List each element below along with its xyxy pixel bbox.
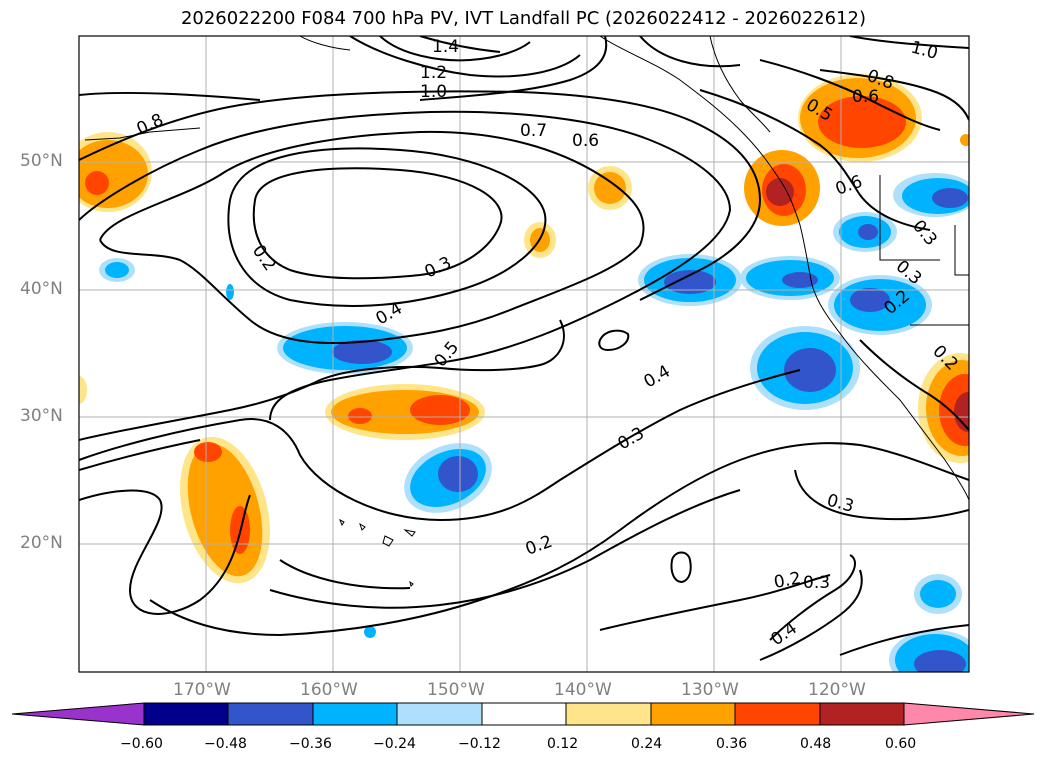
warm-anomaly-small-north: [524, 166, 632, 258]
lon-label: 170°W: [173, 680, 231, 700]
colorbar-tick-label: −0.36: [289, 736, 332, 752]
colorbar-swatch: [396, 702, 483, 726]
contour-label: 1.0: [420, 82, 447, 102]
colorbar-tick-label: −0.60: [120, 736, 163, 752]
lon-label: 140°W: [554, 680, 612, 700]
coastlines: [84, 36, 969, 587]
map-frame: [78, 35, 970, 673]
contour-label: 0.2: [248, 241, 280, 275]
map-title: 2026022200 F084 700 hPa PV, IVT Landfall…: [180, 8, 867, 29]
contour-label: 0.3: [422, 253, 455, 283]
cool-anomaly-west: [99, 258, 135, 282]
lon-label: 150°W: [427, 680, 485, 700]
colorbar-tick-label: 0.48: [800, 736, 832, 752]
contour-label: 0.8: [134, 110, 167, 140]
contour-label: 0.4: [641, 361, 674, 392]
cool-anomaly-central: [277, 322, 413, 374]
colorbar-tick-label: 0.24: [631, 736, 663, 752]
cool-anomaly-band-40n: [638, 173, 969, 335]
colorbar-max-arrow: [903, 702, 1035, 726]
warm-anomaly-sw: [180, 436, 270, 584]
contour-label: 0.3: [908, 216, 941, 250]
cool-anomaly-coast: [750, 326, 860, 410]
colorbar-swatch: [312, 702, 398, 726]
colorbar-swatch: [650, 702, 736, 726]
shaded-fields: [79, 74, 969, 672]
lat-label: 40°N: [20, 279, 63, 299]
lon-label: 160°W: [300, 680, 358, 700]
contour-label: 0.2: [523, 532, 555, 560]
contour-label: 0.4: [767, 618, 801, 650]
lat-label: 30°N: [20, 406, 63, 426]
cool-anomaly-south: [404, 443, 492, 513]
contour-label: 0.3: [615, 423, 648, 454]
lon-label: 120°W: [808, 680, 866, 700]
gridlines: [79, 36, 969, 672]
contour-label: 0.3: [803, 573, 830, 593]
contour-label: 0.3: [825, 491, 856, 517]
colorbar-tick-label: 0.12: [547, 736, 579, 752]
colorbar-tick-label: 0.60: [885, 736, 917, 752]
colorbar-min-arrow: [11, 702, 145, 726]
lat-label: 50°N: [20, 151, 63, 171]
contour-label: 0.5: [431, 338, 464, 372]
cool-anomaly-se: [226, 284, 969, 672]
warm-anomaly-ne: [744, 74, 922, 226]
colorbar-tick-label: −0.24: [373, 736, 416, 752]
lon-label: 130°W: [681, 680, 739, 700]
contour-label: 0.2: [772, 569, 802, 593]
contour-label: 0.7: [520, 121, 547, 141]
contour-label: 1.2: [420, 63, 447, 83]
colorbar-swatch: [227, 702, 314, 726]
lat-label: 20°N: [20, 533, 63, 553]
contour-label: 1.0: [909, 38, 940, 64]
colorbar-swatch: [819, 702, 905, 726]
colorbar-swatch: [734, 702, 821, 726]
warm-anomaly-central: [325, 384, 485, 440]
colorbar: [11, 702, 1035, 726]
pv-contours: [79, 36, 969, 661]
colorbar-swatch: [481, 702, 567, 726]
contour-label: 0.6: [852, 87, 879, 107]
contour-label: 0.6: [572, 131, 599, 151]
colorbar-tick-label: −0.12: [458, 736, 501, 752]
colorbar-swatch: [143, 702, 229, 726]
warm-anomaly-west-50n: [79, 132, 152, 212]
contour-label: 1.4: [432, 37, 459, 57]
colorbar-tick-label: −0.48: [204, 736, 247, 752]
colorbar-swatch: [565, 702, 652, 726]
colorbar-tick-label: 0.36: [716, 736, 748, 752]
